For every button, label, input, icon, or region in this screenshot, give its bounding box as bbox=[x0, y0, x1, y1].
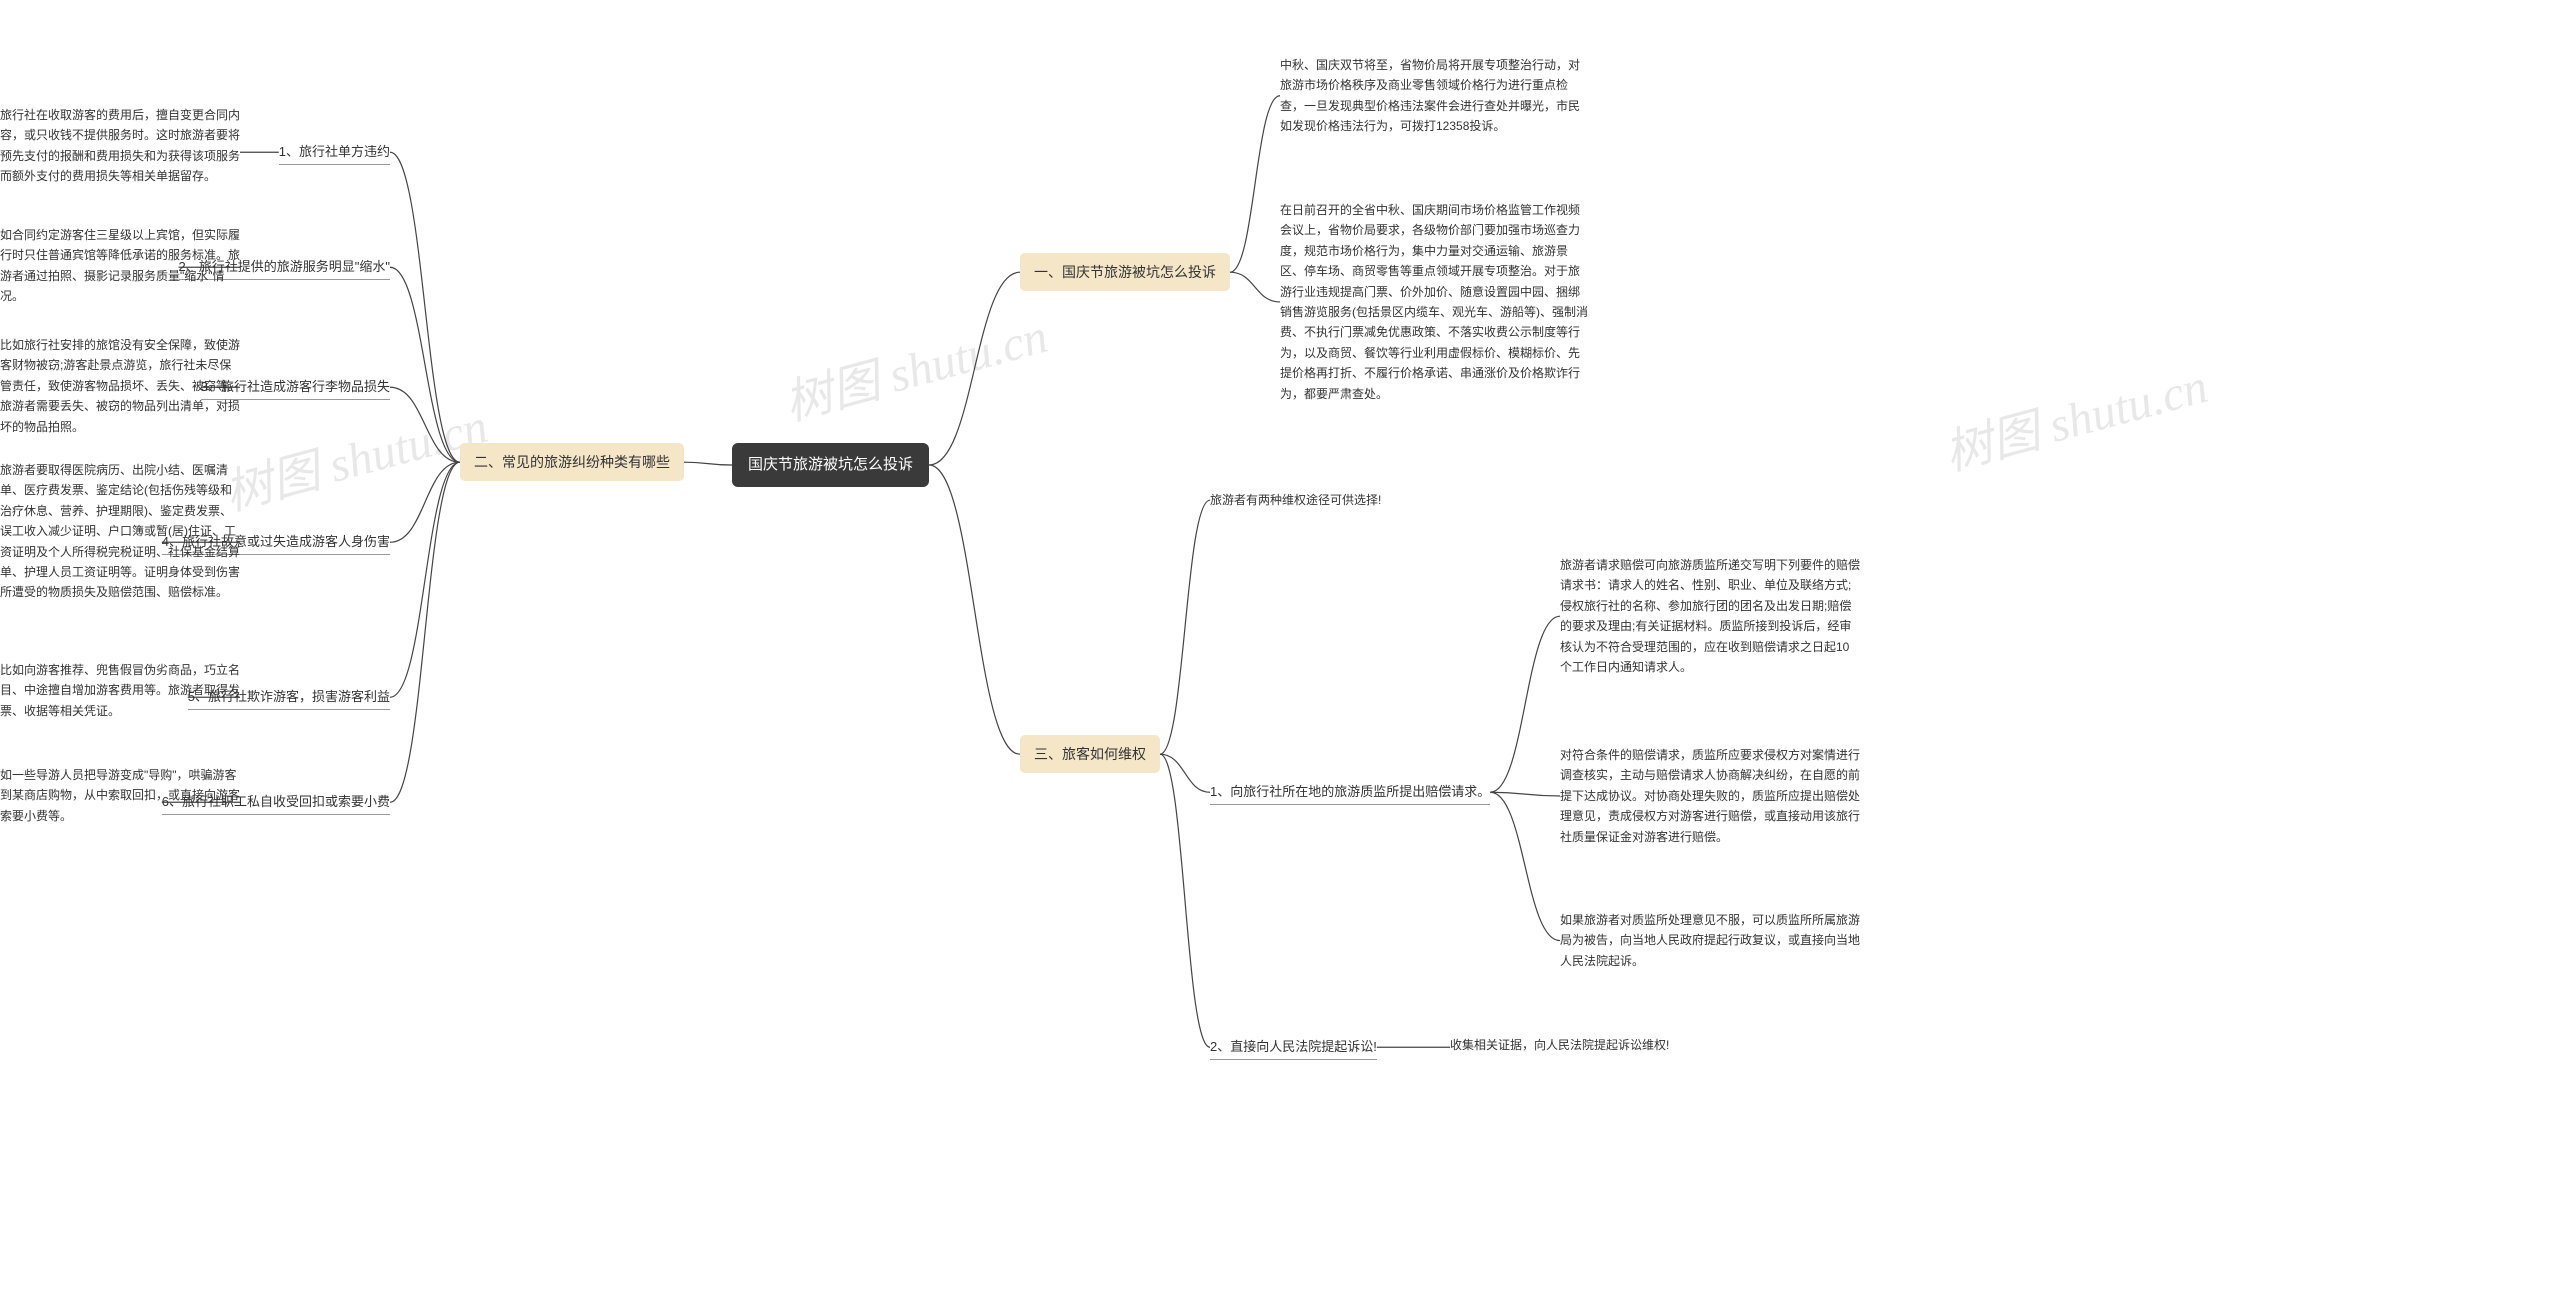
branch-3-sub-1-leaf-1: 旅游者请求赔偿可向旅游质监所递交写明下列要件的赔偿请求书：请求人的姓名、性别、职… bbox=[1560, 555, 1860, 677]
connector-canvas bbox=[0, 0, 2560, 1305]
branch-1-leaf-1: 中秋、国庆双节将至，省物价局将开展专项整治行动，对旅游市场价格秩序及商业零售领域… bbox=[1280, 55, 1590, 137]
branch-2-sub-1: 1、旅行社单方违约 bbox=[279, 140, 390, 165]
branch-3-sub-1-leaf-2: 对符合条件的赔偿请求，质监所应要求侵权方对案情进行调查核实，主动与赔偿请求人协商… bbox=[1560, 745, 1860, 847]
branch-2: 二、常见的旅游纠纷种类有哪些 bbox=[460, 443, 684, 481]
branch-2-sub-2-leaf: 如合同约定游客住三星级以上宾馆，但实际履行时只住普通宾馆等降低承诺的服务标准。旅… bbox=[0, 225, 240, 307]
branch-2-sub-5-leaf: 比如向游客推荐、兜售假冒伪劣商品，巧立名目、中途擅自增加游客费用等。旅游者取得发… bbox=[0, 660, 240, 721]
branch-2-sub-6-leaf: 如一些导游人员把导游变成"导购"，哄骗游客到某商店购物，从中索取回扣，或直接向游… bbox=[0, 765, 240, 826]
root-node: 国庆节旅游被坑怎么投诉 bbox=[732, 443, 929, 487]
branch-3-intro: 旅游者有两种维权途径可供选择! bbox=[1210, 490, 1381, 510]
branch-1: 一、国庆节旅游被坑怎么投诉 bbox=[1020, 253, 1230, 291]
branch-3-sub-2-leaf: 收集相关证据，向人民法院提起诉讼维权! bbox=[1450, 1035, 1669, 1055]
branch-2-sub-1-leaf: 旅行社在收取游客的费用后，擅自变更合同内容，或只收钱不提供服务时。这时旅游者要将… bbox=[0, 105, 240, 187]
branch-3-sub-1: 1、向旅行社所在地的旅游质监所提出赔偿请求。 bbox=[1210, 780, 1490, 805]
branch-3-sub-2: 2、直接向人民法院提起诉讼! bbox=[1210, 1035, 1377, 1060]
branch-3: 三、旅客如何维权 bbox=[1020, 735, 1160, 773]
branch-3-sub-1-leaf-3: 如果旅游者对质监所处理意见不服，可以质监所所属旅游局为被告，向当地人民政府提起行… bbox=[1560, 910, 1860, 971]
branch-2-sub-3-leaf: 比如旅行社安排的旅馆没有安全保障，致使游客财物被窃;游客赴景点游览，旅行社未尽保… bbox=[0, 335, 240, 437]
branch-2-sub-4-leaf: 旅游者要取得医院病历、出院小结、医嘱清单、医疗费发票、鉴定结论(包括伤残等级和治… bbox=[0, 460, 240, 603]
branch-1-leaf-2: 在日前召开的全省中秋、国庆期间市场价格监管工作视频会议上，省物价局要求，各级物价… bbox=[1280, 200, 1590, 404]
